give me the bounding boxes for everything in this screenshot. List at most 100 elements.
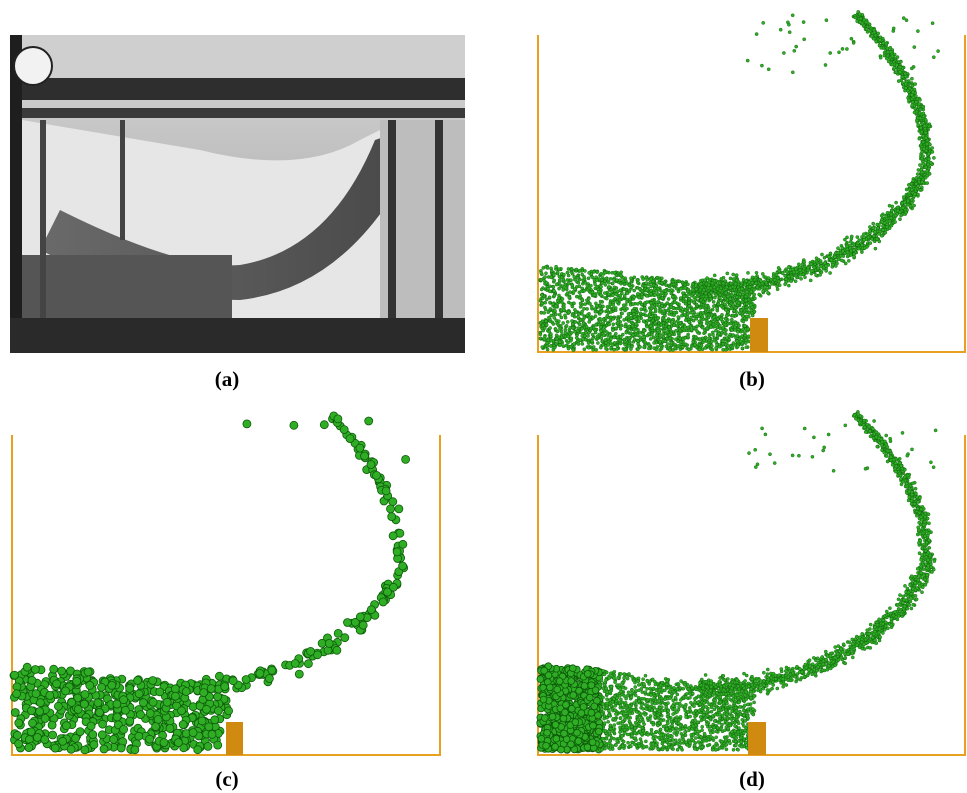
particle: [571, 323, 574, 326]
particle: [886, 47, 889, 50]
particle: [670, 310, 673, 313]
particle: [922, 162, 925, 165]
particle: [850, 37, 853, 40]
particle: [892, 27, 895, 30]
particle: [683, 325, 686, 328]
particle: [607, 720, 610, 723]
particle: [691, 283, 694, 286]
particle: [725, 314, 728, 317]
particle: [543, 311, 546, 314]
particle: [628, 336, 631, 339]
particle: [760, 64, 763, 67]
particle: [680, 306, 683, 309]
particle: [600, 285, 603, 288]
particle: [99, 720, 107, 728]
particle: [399, 540, 407, 548]
particle: [742, 306, 745, 309]
particle: [872, 37, 875, 40]
particle: [577, 281, 580, 284]
particle: [907, 200, 910, 203]
particle: [674, 338, 677, 341]
particle: [921, 151, 924, 154]
particle: [604, 271, 607, 274]
particle: [703, 279, 706, 282]
particle: [880, 220, 883, 223]
particle: [922, 112, 925, 115]
particle: [688, 297, 691, 300]
particle: [879, 56, 882, 59]
particle: [716, 317, 719, 320]
particle: [698, 320, 701, 323]
particle: [734, 291, 737, 294]
particle: [732, 299, 735, 302]
particle: [558, 340, 561, 343]
particle: [795, 270, 798, 273]
particle: [634, 322, 637, 325]
particle: [712, 300, 715, 303]
particle: [745, 302, 748, 305]
particle: [31, 666, 39, 674]
particle: [807, 269, 810, 272]
particle: [576, 329, 579, 332]
particle: [545, 281, 548, 284]
particle: [561, 285, 564, 288]
particle: [831, 263, 834, 266]
particle: [815, 260, 818, 263]
particle: [113, 713, 121, 721]
particle: [698, 348, 701, 351]
particle: [702, 339, 705, 342]
particle: [777, 280, 780, 283]
particle: [545, 323, 548, 326]
particle: [637, 316, 640, 319]
particle: [367, 606, 375, 614]
particle: [666, 301, 669, 304]
particle: [922, 147, 925, 150]
figure: (a) (b) (c) (d): [0, 0, 967, 793]
particle: [596, 341, 599, 344]
particle: [590, 340, 593, 343]
particle: [582, 337, 585, 340]
particle: [754, 276, 757, 279]
particle: [203, 705, 211, 713]
particle: [724, 317, 727, 320]
particle: [325, 639, 333, 647]
particle: [588, 302, 591, 305]
particle: [776, 277, 779, 280]
particle: [708, 333, 711, 336]
particle: [598, 317, 601, 320]
particle: [710, 710, 713, 713]
particle: [594, 308, 597, 311]
particle: [920, 171, 923, 174]
particle: [869, 242, 872, 245]
particle: [549, 345, 552, 348]
particle: [887, 60, 890, 63]
particle: [917, 123, 920, 126]
particle: [734, 282, 737, 285]
particle: [62, 687, 70, 695]
particle: [601, 343, 604, 346]
particle: [648, 313, 651, 316]
particle: [290, 421, 298, 429]
particle: [670, 288, 673, 291]
particle: [761, 272, 764, 275]
particle: [912, 179, 915, 182]
particle: [569, 339, 572, 342]
particle: [552, 289, 555, 292]
particle: [861, 244, 864, 247]
particle: [581, 342, 584, 345]
particle: [791, 14, 794, 17]
particle: [874, 34, 877, 37]
particle: [702, 289, 705, 292]
particle: [932, 156, 935, 159]
particle: [627, 315, 630, 318]
particle: [623, 318, 626, 321]
particle: [829, 252, 832, 255]
particle: [894, 220, 897, 223]
particle: [850, 235, 853, 238]
particle: [696, 330, 699, 333]
particle: [643, 341, 646, 344]
particle: [304, 660, 312, 668]
particle: [733, 326, 736, 329]
particle: [265, 675, 273, 683]
particle: [649, 337, 652, 340]
